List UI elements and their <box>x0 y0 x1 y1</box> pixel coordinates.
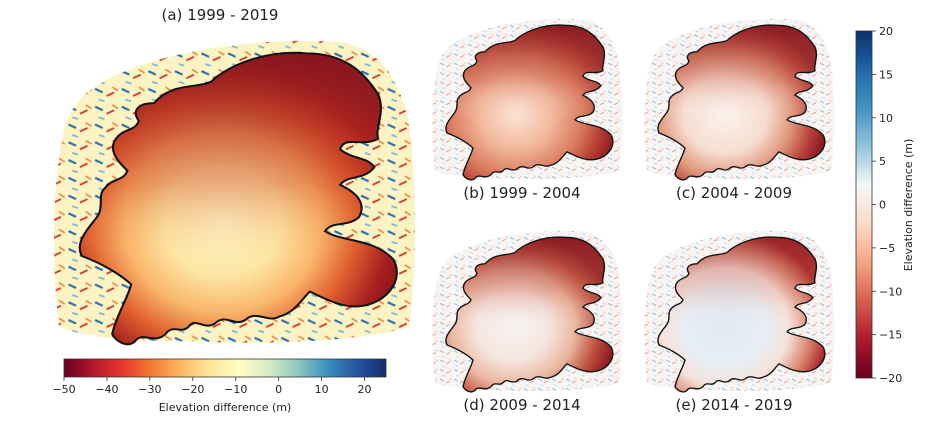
panel-e-title: (e) 2014 - 2019 <box>675 396 793 414</box>
panel-a-map <box>54 40 415 346</box>
panel-d-map <box>432 230 623 393</box>
side-colorbar-tick-label: −5 <box>879 242 895 255</box>
side-colorbar-label: Elevation difference (m) <box>902 139 915 272</box>
side-colorbar-tick-label: 5 <box>879 155 886 168</box>
main-colorbar-tick-label: 20 <box>358 383 372 396</box>
side-colorbar-tick-label: 15 <box>879 68 893 81</box>
main-colorbar-tick-label: 10 <box>315 383 329 396</box>
panel-d-title: (d) 2009 - 2014 <box>463 396 581 414</box>
panel-c-title: (c) 2004 - 2009 <box>675 184 792 202</box>
side-colorbar-tick-label: −10 <box>879 285 902 298</box>
main-colorbar-gradient <box>63 358 387 378</box>
panel-b-map <box>432 18 623 181</box>
panel-e-map <box>644 230 835 393</box>
panel-c-map <box>644 18 835 181</box>
main-colorbar: −50 −40 −30 −20 −10 0 10 20 Elevation differenc… <box>52 358 387 414</box>
side-colorbar-gradient <box>855 30 873 379</box>
side-colorbar-tick-label: −20 <box>879 372 902 385</box>
side-colorbar-tick-label: 0 <box>879 199 886 212</box>
main-colorbar-tick-label: −30 <box>138 383 161 396</box>
panel-a-title: (a) 1999 - 2019 <box>161 6 279 24</box>
main-colorbar-tick-label: −50 <box>52 383 75 396</box>
main-colorbar-label: Elevation difference (m) <box>159 401 292 414</box>
panel-b-title: (b) 1999 - 2004 <box>463 184 581 202</box>
main-colorbar-tick-label: 0 <box>275 383 282 396</box>
side-colorbar-tick-label: −15 <box>879 329 902 342</box>
main-colorbar-tick-label: −40 <box>95 383 118 396</box>
main-colorbar-tick-label: −10 <box>224 383 247 396</box>
main-colorbar-tick-label: −20 <box>181 383 204 396</box>
side-colorbar-tick-label: 20 <box>879 25 893 38</box>
side-colorbar-tick-label: 10 <box>879 112 893 125</box>
side-colorbar: 20 15 10 5 0 −5 −10 −15 −20 Elevation difference… <box>855 25 915 385</box>
